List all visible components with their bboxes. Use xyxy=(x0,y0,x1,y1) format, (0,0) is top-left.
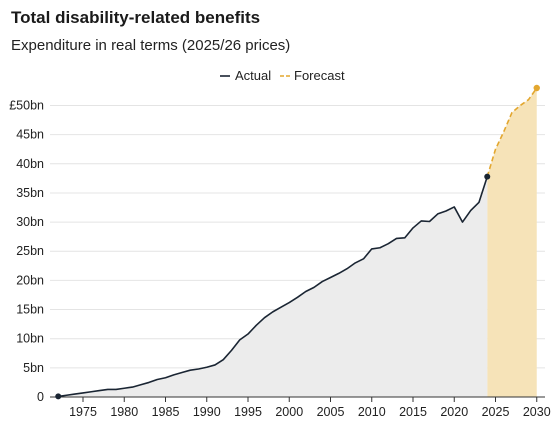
chart-subtitle: Expenditure in real terms (2025/26 price… xyxy=(11,37,291,54)
forecast-area xyxy=(487,88,537,397)
y-tick-label-45: 45bn xyxy=(16,128,44,142)
x-tick-label-1980: 1980 xyxy=(110,405,138,419)
y-tick-label-15: 15bn xyxy=(16,303,44,317)
series-line-actual xyxy=(58,176,489,398)
y-tick-label-30: 30bn xyxy=(16,215,44,229)
x-tick-label-2020: 2020 xyxy=(440,405,468,419)
y-tick-label-40: 40bn xyxy=(16,157,44,171)
x-tick-label-1985: 1985 xyxy=(152,405,180,419)
x-tick-label-1990: 1990 xyxy=(193,405,221,419)
marker-actual-end xyxy=(484,173,491,180)
x-tick-label-2015: 2015 xyxy=(399,405,427,419)
x-tick-label-1975: 1975 xyxy=(69,405,97,419)
chart-title: Total disability-related benefits xyxy=(11,8,261,27)
x-tick-label-2010: 2010 xyxy=(358,405,386,419)
x-axis: 1975 1980 1985 1990 1995 2000 2005 2010 2015 2020… xyxy=(50,396,551,419)
y-tick-label-20: 20bn xyxy=(16,273,44,287)
x-tick-label-2000: 2000 xyxy=(275,405,303,419)
area-fills xyxy=(58,88,537,397)
y-tick-label-10: 10bn xyxy=(16,332,44,346)
series-line-forecast xyxy=(486,87,538,177)
marker-actual-start xyxy=(55,393,62,400)
legend-label-forecast: Forecast xyxy=(294,68,345,83)
y-tick-label-35: 35bn xyxy=(16,186,44,200)
legend-label-actual: Actual xyxy=(235,68,271,83)
x-tick-label-2005: 2005 xyxy=(317,405,345,419)
series-lines xyxy=(58,87,538,398)
actual-area xyxy=(58,176,488,397)
y-tick-label-50: £50bn xyxy=(9,98,44,112)
y-axis: 0 5bn 10bn 15bn 20bn 25bn 30bn 35bn 40bn 45bn £50b… xyxy=(9,98,44,404)
legend: Actual Forecast xyxy=(220,68,345,83)
series-markers xyxy=(55,84,540,400)
x-tick-label-2030: 2030 xyxy=(523,405,551,419)
y-tick-label-25: 25bn xyxy=(16,244,44,258)
marker-forecast-end xyxy=(533,84,540,92)
x-tick-label-1995: 1995 xyxy=(234,405,262,419)
x-tick-label-2025: 2025 xyxy=(482,405,510,419)
y-tick-label-0: 0 xyxy=(37,390,44,404)
y-tick-label-5: 5bn xyxy=(23,361,44,375)
